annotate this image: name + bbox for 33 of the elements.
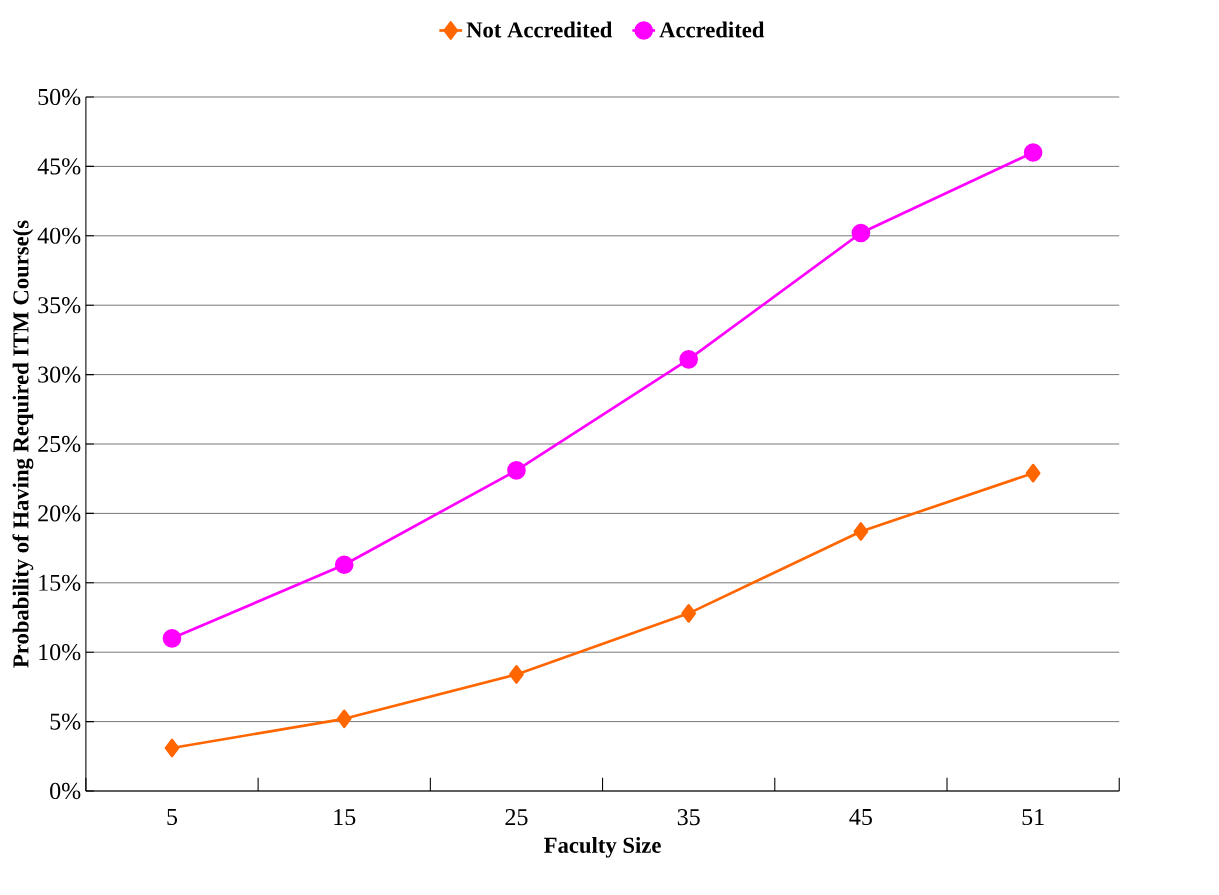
y-axis-title: Probability of Having Required ITM Course(s — [12, 220, 34, 668]
y-tick-label: 35% — [38, 297, 81, 314]
point — [853, 522, 869, 541]
legend-label: Accredited — [659, 21, 765, 38]
point — [679, 349, 699, 369]
point — [162, 628, 182, 648]
legend-label: Not Accredited — [466, 21, 613, 38]
point — [1025, 463, 1041, 483]
y-tick-label: 5% — [50, 713, 81, 730]
y-tick-label: 25% — [38, 435, 81, 453]
x-tick-label: 51 — [1022, 809, 1044, 826]
x-tick-label: 45 — [849, 809, 872, 826]
x-tick-label: 25 — [505, 809, 528, 826]
point — [1023, 143, 1043, 162]
y-tick-label: 20% — [38, 505, 81, 522]
y-tick-label: 15% — [39, 574, 81, 591]
x-axis-title: Faculty Size — [544, 836, 661, 858]
x-tick-label: 5 — [167, 809, 178, 825]
x-tick-label: 35 — [677, 809, 700, 826]
y-tick-label: 10% — [39, 644, 81, 661]
y-tick-label: 45% — [37, 158, 81, 175]
point — [507, 461, 526, 480]
point — [164, 738, 180, 758]
point — [336, 709, 352, 729]
y-tick-label: 30% — [38, 366, 81, 383]
y-tick-label: 0% — [50, 782, 81, 800]
point — [334, 555, 354, 575]
x-tick-label: 15 — [334, 809, 356, 826]
point — [681, 604, 697, 623]
point — [851, 223, 871, 243]
point — [509, 665, 524, 684]
y-tick-label: 40% — [37, 227, 81, 244]
y-tick-label: 50% — [38, 88, 81, 106]
